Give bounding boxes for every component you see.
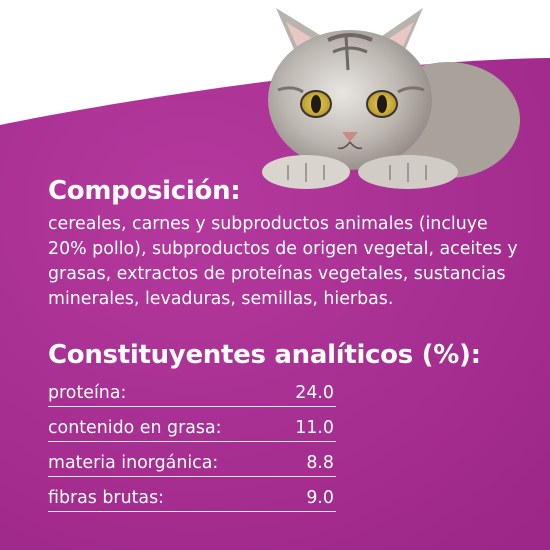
row-value: 9.0 [306, 488, 334, 508]
composition-text: cereales, carnes y subproductos animales… [48, 214, 518, 309]
row-value: 11.0 [295, 418, 334, 438]
table-row: fibras brutas: 9.0 [48, 477, 336, 512]
row-value: 8.8 [306, 453, 334, 473]
row-label: proteína: [48, 383, 127, 403]
constituents-table: proteína: 24.0 contenido en grasa: 11.0 … [48, 372, 336, 512]
composition-title: Composición: [48, 176, 241, 206]
row-label: fibras brutas: [48, 488, 164, 508]
table-row: proteína: 24.0 [48, 372, 336, 407]
table-row: contenido en grasa: 11.0 [48, 407, 336, 442]
row-label: contenido en grasa: [48, 418, 222, 438]
tabby-cat-icon [262, 8, 520, 189]
row-label: materia inorgánica: [48, 453, 219, 473]
table-row: materia inorgánica: 8.8 [48, 442, 336, 477]
constituents-title: Constituyentes analíticos (%): [48, 340, 481, 370]
row-value: 24.0 [295, 383, 334, 403]
